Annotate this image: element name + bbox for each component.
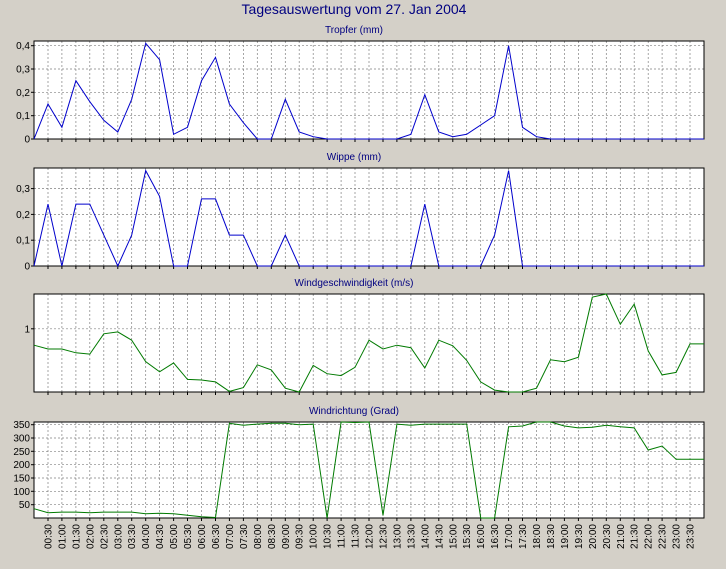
chart-main-title: Tagesauswertung vom 27. Jan 2004: [242, 1, 467, 17]
x-tick-label: 17:30: [518, 524, 529, 549]
panel-title: Tropfer (mm): [325, 25, 383, 36]
y-tick-label: 0,1: [16, 111, 30, 122]
x-tick-label: 03:30: [127, 524, 138, 549]
x-tick-label: 18:30: [546, 524, 557, 549]
y-tick-label: 0,1: [16, 236, 30, 247]
x-tick-label: 00:30: [44, 524, 55, 549]
x-tick-label: 21:00: [616, 524, 627, 549]
x-tick-label: 01:30: [71, 524, 82, 549]
x-tick-label: 19:00: [560, 524, 571, 549]
x-tick-label: 05:30: [183, 524, 194, 549]
x-tick-label: 16:00: [476, 524, 487, 549]
x-tick-label: 12:00: [365, 524, 376, 549]
y-tick-label: 0,2: [16, 210, 30, 221]
x-tick-label: 23:30: [686, 524, 697, 549]
panel-title: Wippe (mm): [327, 152, 381, 163]
x-tick-label: 16:30: [490, 524, 501, 549]
x-tick-label: 02:00: [85, 524, 96, 549]
x-tick-label: 15:00: [448, 524, 459, 549]
y-tick-label: 0: [24, 262, 30, 273]
x-tick-label: 22:00: [644, 524, 655, 549]
y-tick-label: 0: [24, 135, 30, 146]
x-tick-label: 13:30: [406, 524, 417, 549]
panel-title: Windrichtung (Grad): [309, 406, 399, 417]
x-tick-label: 13:00: [392, 524, 403, 549]
x-tick-label: 08:00: [253, 524, 264, 549]
x-tick-label: 14:00: [420, 524, 431, 549]
x-tick-label: 08:30: [267, 524, 278, 549]
x-tick-label: 11:30: [351, 524, 362, 549]
x-tick-label: 07:30: [239, 524, 250, 549]
x-tick-label: 10:00: [309, 524, 320, 549]
x-tick-label: 09:00: [281, 524, 292, 549]
x-tick-label: 14:30: [434, 524, 445, 549]
plot-border: [33, 293, 705, 393]
series-line: [33, 169, 704, 268]
y-tick-label: 0,4: [16, 41, 30, 52]
x-tick-label: 07:00: [225, 524, 236, 549]
y-tick-label: 250: [13, 447, 30, 458]
x-tick-label: 15:30: [462, 524, 473, 549]
y-tick-label: 0,2: [16, 88, 30, 99]
x-tick-label: 11:00: [337, 524, 348, 549]
series-line: [33, 421, 704, 519]
x-tick-label: 06:30: [211, 524, 222, 549]
x-tick-label: 04:30: [155, 524, 166, 549]
x-tick-label: 20:00: [588, 524, 599, 549]
series-line: [33, 293, 704, 393]
x-tick-label: 22:30: [658, 524, 669, 549]
x-tick-label: 01:00: [57, 524, 68, 549]
y-tick-label: 200: [13, 460, 30, 471]
y-tick-label: 50: [19, 500, 31, 511]
x-tick-label: 02:30: [99, 524, 110, 549]
x-tick-label: 06:00: [197, 524, 208, 549]
y-tick-label: 350: [13, 420, 30, 431]
x-tick-label: 21:30: [630, 524, 641, 549]
x-tick-label: 12:30: [379, 524, 390, 549]
x-tick-label: 17:00: [504, 524, 515, 549]
x-tick-label: 18:00: [532, 524, 543, 549]
y-tick-label: 1: [24, 324, 30, 335]
x-tick-label: 23:00: [672, 524, 683, 549]
x-tick-label: 20:30: [602, 524, 613, 549]
x-tick-label: 09:30: [295, 524, 306, 549]
y-tick-label: 0,3: [16, 184, 30, 195]
x-tick-label: 10:30: [323, 524, 334, 549]
x-tick-label: 19:30: [574, 524, 585, 549]
panel-title: Windgeschwindigkeit (m/s): [295, 278, 414, 289]
x-tick-label: 03:00: [113, 524, 124, 549]
y-tick-label: 150: [13, 474, 30, 485]
series-line: [33, 42, 704, 140]
y-tick-label: 100: [13, 487, 30, 498]
x-tick-label: 05:00: [169, 524, 180, 549]
x-tick-label: 04:00: [141, 524, 152, 549]
y-tick-label: 300: [13, 434, 30, 445]
y-tick-label: 0,3: [16, 65, 30, 76]
